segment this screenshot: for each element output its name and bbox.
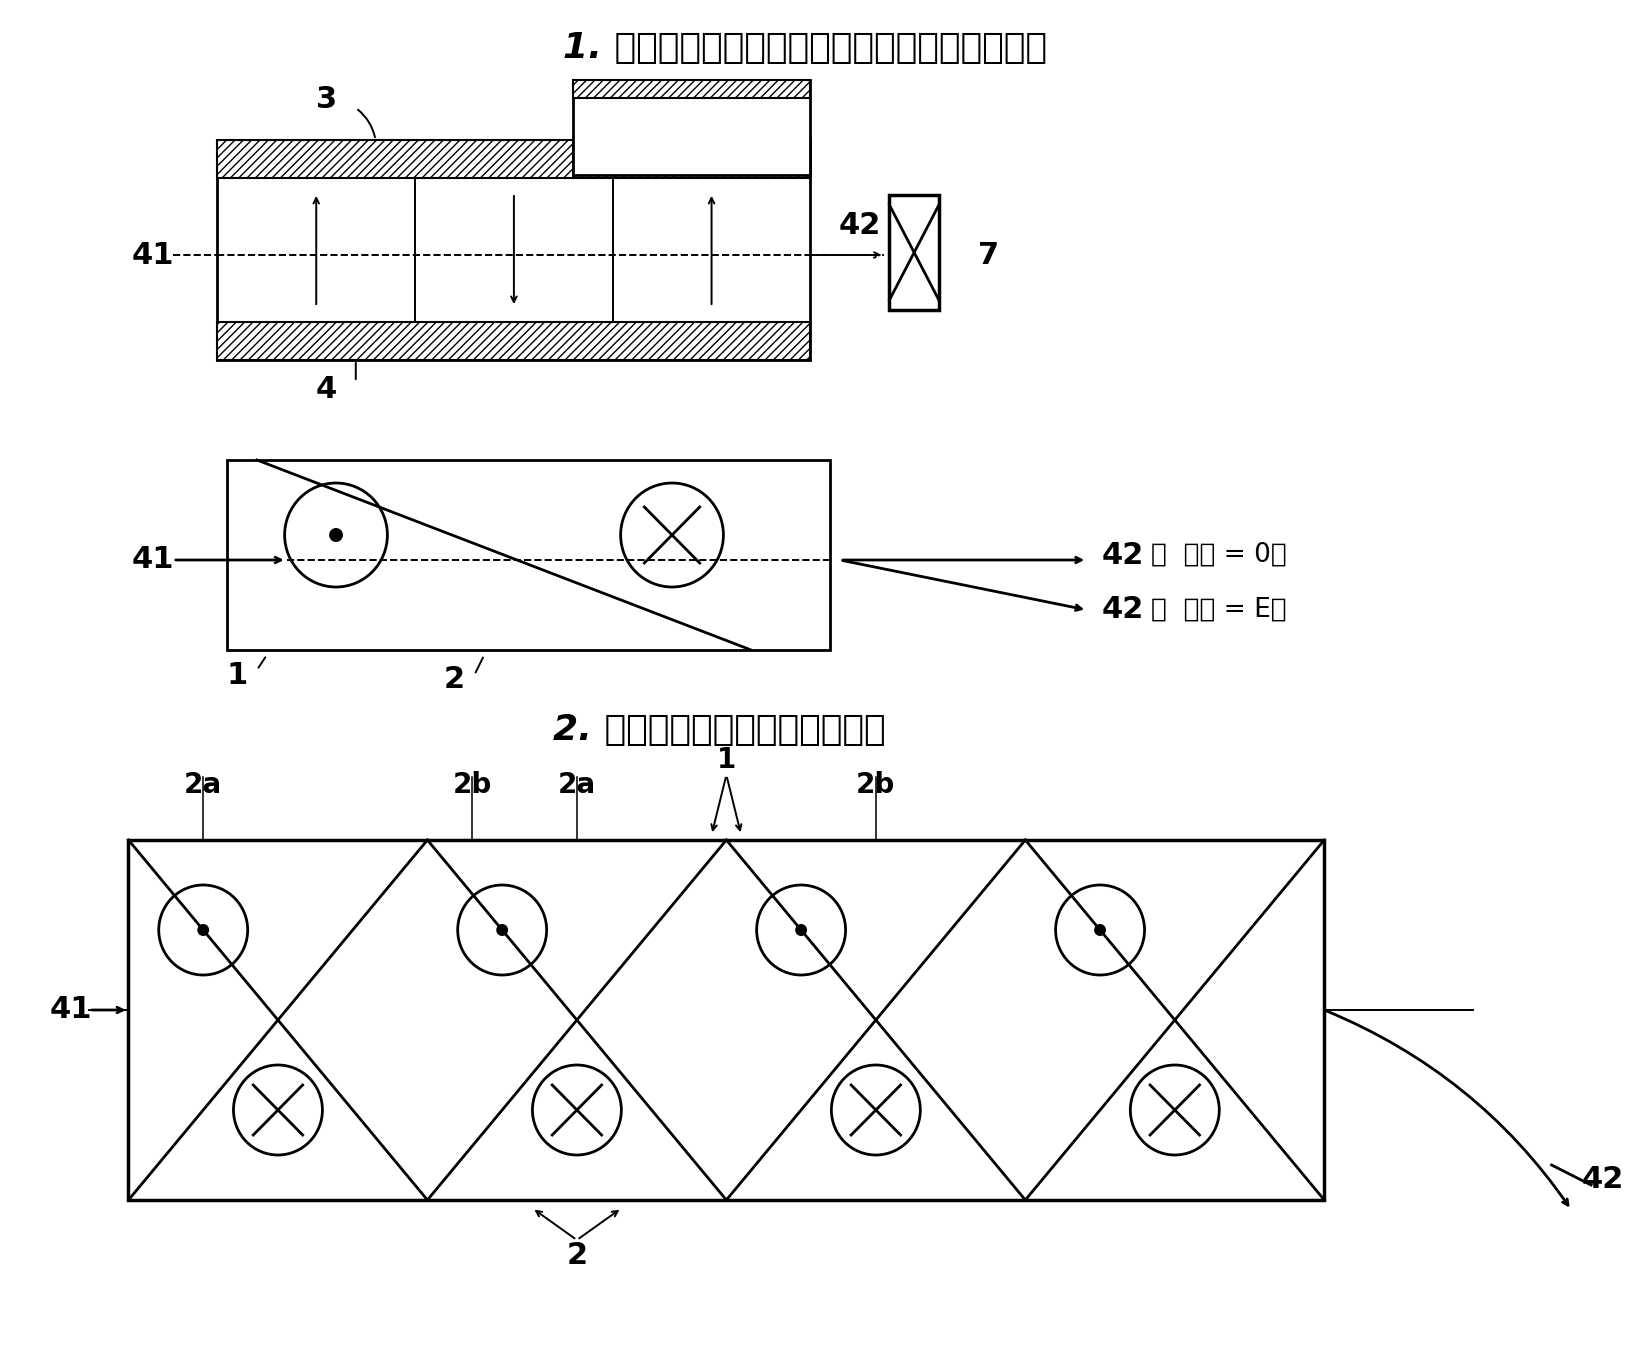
Text: 3: 3	[316, 85, 337, 115]
Text: 42: 42	[1102, 541, 1144, 569]
Text: 42: 42	[1102, 596, 1144, 624]
Text: 1: 1	[227, 661, 248, 689]
Text: 7: 7	[978, 240, 999, 270]
Text: 41: 41	[132, 546, 174, 574]
Circle shape	[1094, 923, 1107, 936]
Text: 42: 42	[838, 210, 880, 240]
Circle shape	[795, 923, 807, 936]
Text: 41: 41	[132, 240, 174, 270]
Circle shape	[329, 528, 342, 542]
Text: （  电场 = E）: （ 电场 = E）	[1151, 597, 1288, 623]
Bar	[574, 80, 810, 175]
Circle shape	[197, 923, 209, 936]
Text: 4: 4	[316, 376, 337, 404]
Text: 41: 41	[51, 996, 93, 1024]
Text: 1. 由于所加电场引起的磁畴和基片的折射率变化: 1. 由于所加电场引起的磁畴和基片的折射率变化	[564, 31, 1048, 65]
Text: 2a: 2a	[184, 771, 222, 799]
Bar	[227, 460, 830, 650]
Text: 2b: 2b	[453, 771, 492, 799]
Text: 2: 2	[566, 1240, 587, 1270]
Text: 2: 2	[443, 666, 465, 694]
Text: 1: 1	[717, 745, 737, 774]
Bar	[217, 140, 810, 360]
Bar	[129, 840, 1324, 1200]
Circle shape	[496, 923, 509, 936]
Text: 2a: 2a	[557, 771, 597, 799]
Text: 2. 靠多重电场感应棱镜增强效应: 2. 靠多重电场感应棱镜增强效应	[554, 713, 887, 747]
Text: 42: 42	[1581, 1166, 1623, 1194]
Text: 2b: 2b	[856, 771, 895, 799]
Text: （  电场 = 0）: （ 电场 = 0）	[1151, 542, 1288, 568]
Bar	[217, 322, 810, 360]
Bar	[890, 195, 939, 310]
Bar	[574, 80, 810, 98]
Bar	[217, 140, 810, 178]
